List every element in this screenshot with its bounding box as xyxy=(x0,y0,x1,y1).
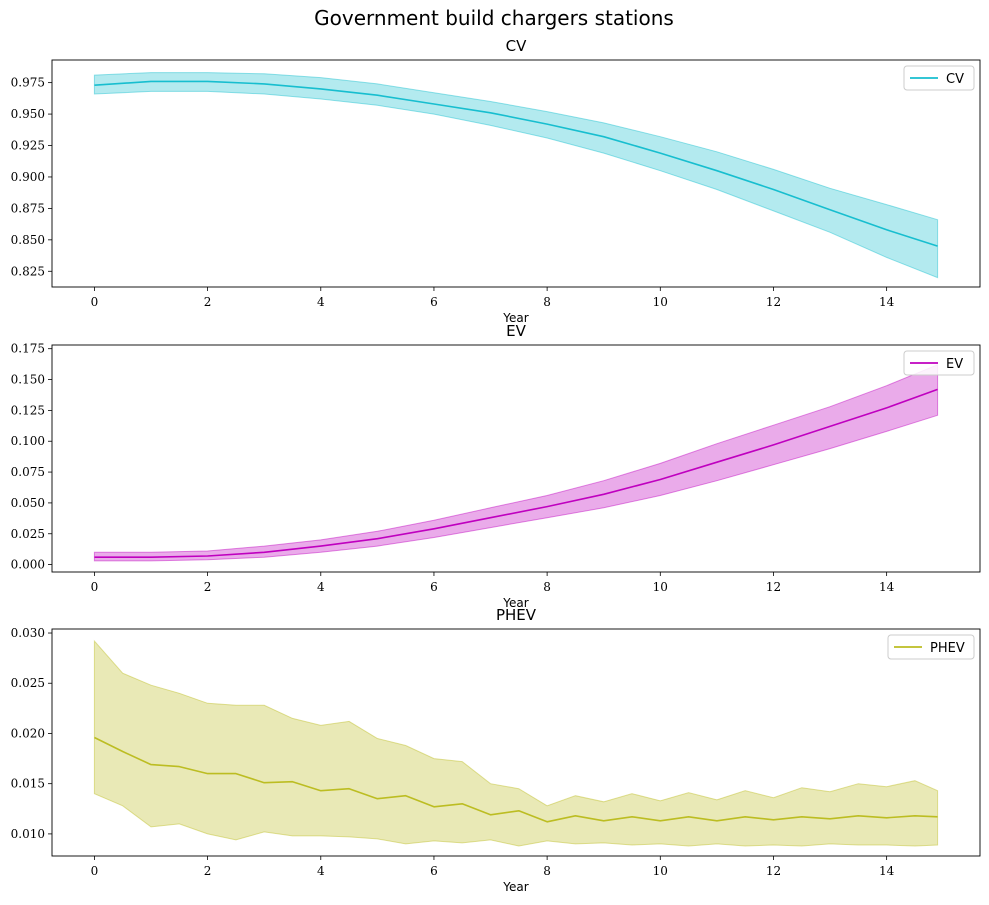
y-tick-label: 0.175 xyxy=(11,342,45,356)
y-tick-label: 0.100 xyxy=(11,434,45,448)
subplot-title: EV xyxy=(506,322,526,340)
subplot-phev: PHEV 0 2 4 6 8 10 12 14 0.010 0.015 0.020 0.025 0.030… xyxy=(11,606,981,894)
legend-box xyxy=(903,65,975,91)
x-tick-label: 0 xyxy=(91,864,99,878)
x-tick-label: 8 xyxy=(543,580,551,594)
x-axis-label: Year xyxy=(502,311,528,325)
y-tick-label: 0.875 xyxy=(11,201,45,215)
axes-frame xyxy=(51,628,981,857)
confidence-band xyxy=(93,363,939,562)
x-tick-label: 10 xyxy=(653,864,668,878)
y-tick-label: 0.825 xyxy=(11,264,45,278)
series-line xyxy=(94,736,938,823)
legend-label: CV xyxy=(946,72,964,87)
axes-frame xyxy=(51,344,981,573)
x-tick-label: 6 xyxy=(430,864,438,878)
x-tick-label: 2 xyxy=(204,580,212,594)
axes-frame xyxy=(51,59,981,288)
legend-label: EV xyxy=(946,357,963,372)
y-tick-label: 0.950 xyxy=(11,107,45,121)
y-tick-label: 0.900 xyxy=(11,170,45,184)
x-tick-label: 0 xyxy=(91,295,99,309)
y-tick-label: 0.075 xyxy=(11,465,45,479)
x-tick-label: 4 xyxy=(317,295,325,309)
y-tick-label: 0.020 xyxy=(11,726,45,740)
y-tick-label: 0.850 xyxy=(11,233,45,247)
x-tick-label: 10 xyxy=(653,295,668,309)
x-tick-label: 12 xyxy=(766,580,781,594)
x-tick-label: 10 xyxy=(653,580,668,594)
x-tick-label: 2 xyxy=(204,864,212,878)
legend-box xyxy=(903,350,975,376)
legend-box xyxy=(887,634,975,660)
x-tick-label: 8 xyxy=(543,864,551,878)
y-tick-label: 0.025 xyxy=(11,676,45,690)
confidence-band xyxy=(93,639,939,847)
y-tick-label: 0.025 xyxy=(11,527,45,541)
x-axis-label: Year xyxy=(502,880,528,894)
y-tick-label: 0.010 xyxy=(11,827,45,841)
y-tick-label: 0.925 xyxy=(11,139,45,153)
x-tick-label: 12 xyxy=(766,864,781,878)
x-tick-label: 8 xyxy=(543,295,551,309)
x-tick-label: 12 xyxy=(766,295,781,309)
subplot-cv: CV 0 2 4 6 8 10 12 14 0.825 0.850 0.875 0.900 0.925 0.… xyxy=(11,37,981,325)
y-tick-label: 0.975 xyxy=(11,76,45,90)
y-tick-label: 0.125 xyxy=(11,403,45,417)
x-axis-label: Year xyxy=(502,596,528,610)
subplot-title: PHEV xyxy=(496,606,537,624)
y-tick-label: 0.000 xyxy=(11,558,45,572)
y-tick-label: 0.030 xyxy=(11,626,45,640)
x-tick-label: 14 xyxy=(879,580,895,594)
x-tick-label: 2 xyxy=(204,295,212,309)
x-tick-label: 6 xyxy=(430,580,438,594)
confidence-band xyxy=(93,72,939,279)
series-line xyxy=(94,80,938,247)
legend-label: PHEV xyxy=(930,641,965,656)
x-tick-label: 6 xyxy=(430,295,438,309)
x-tick-label: 0 xyxy=(91,580,99,594)
x-tick-label: 4 xyxy=(317,864,325,878)
y-tick-label: 0.150 xyxy=(11,373,45,387)
x-tick-label: 4 xyxy=(317,580,325,594)
subplot-ev: EV 0 2 4 6 8 10 12 14 0.000 0.025 0.050 0.075 0.100 0.… xyxy=(11,322,981,610)
y-tick-label: 0.050 xyxy=(11,496,45,510)
x-tick-label: 14 xyxy=(879,864,895,878)
series-line xyxy=(94,388,938,558)
figure-title: Government build chargers stations xyxy=(314,6,674,30)
x-tick-label: 14 xyxy=(879,295,895,309)
y-tick-label: 0.015 xyxy=(11,777,45,791)
subplot-title: CV xyxy=(506,37,527,55)
